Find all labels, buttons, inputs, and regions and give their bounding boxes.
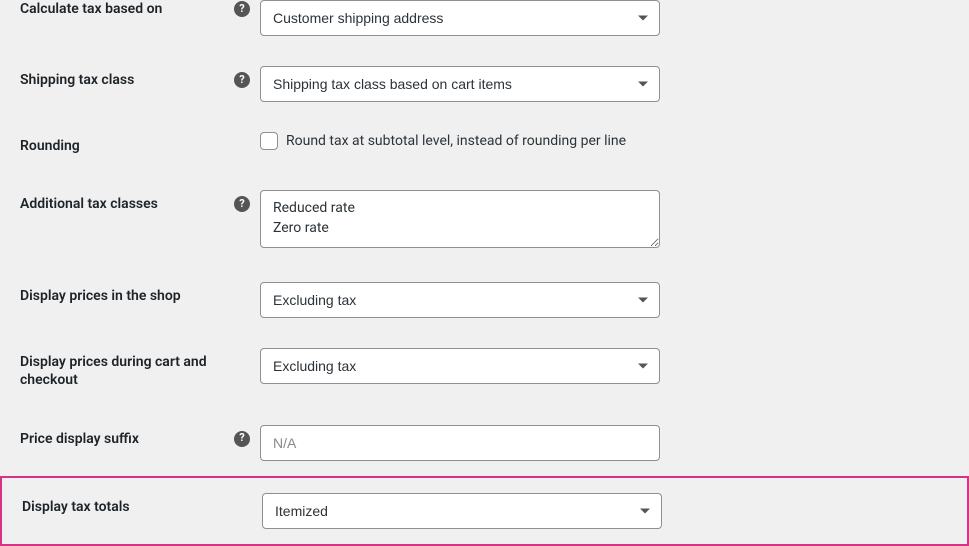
label-shipping-tax-class: Shipping tax class ? [20, 51, 260, 109]
row-rounding: Rounding Round tax at subtotal level, in… [0, 117, 969, 175]
display-totals-select[interactable]: Itemized [262, 493, 662, 529]
label-text: Additional tax classes [20, 195, 228, 213]
select-wrapper: Customer shipping address [260, 0, 660, 36]
row-calculate-basis: Calculate tax based on ? Customer shippi… [0, 0, 969, 51]
rounding-checkbox-label[interactable]: Round tax at subtotal level, instead of … [286, 133, 626, 149]
label-text: Display prices in the shop [20, 287, 250, 305]
label-price-suffix: Price display suffix ? [20, 410, 260, 468]
row-price-suffix: Price display suffix ? [0, 410, 969, 476]
label-display-shop: Display prices in the shop [20, 267, 260, 325]
input-cell-shipping-tax-class: Shipping tax class based on cart items [260, 51, 949, 117]
row-shipping-tax-class: Shipping tax class ? Shipping tax class … [0, 51, 969, 117]
label-rounding: Rounding [20, 117, 260, 175]
select-wrapper: Excluding tax [260, 348, 660, 384]
label-text: Display tax totals [22, 498, 252, 516]
checkbox-row: Round tax at subtotal level, instead of … [260, 132, 949, 150]
select-wrapper: Excluding tax [260, 282, 660, 318]
display-shop-select[interactable]: Excluding tax [260, 282, 660, 318]
input-cell-calculate-basis: Customer shipping address [260, 0, 949, 51]
input-cell-display-cart: Excluding tax [260, 333, 949, 399]
input-cell-price-suffix [260, 410, 949, 476]
highlight-box: Display tax totals Itemized [0, 476, 969, 546]
label-calculate-basis: Calculate tax based on ? [20, 0, 260, 38]
input-cell-additional-classes [260, 175, 949, 267]
shipping-tax-class-select[interactable]: Shipping tax class based on cart items [260, 66, 660, 102]
label-text: Shipping tax class [20, 71, 228, 89]
help-icon[interactable]: ? [234, 196, 250, 212]
label-text: Display prices during cart and checkout [20, 353, 250, 389]
display-cart-select[interactable]: Excluding tax [260, 348, 660, 384]
label-text: Rounding [20, 137, 250, 155]
label-text: Calculate tax based on [20, 0, 228, 18]
select-wrapper: Itemized [262, 493, 662, 529]
help-icon[interactable]: ? [234, 1, 250, 17]
label-additional-classes: Additional tax classes ? [20, 175, 260, 233]
select-wrapper: Shipping tax class based on cart items [260, 66, 660, 102]
price-suffix-input[interactable] [260, 425, 660, 461]
label-text: Price display suffix [20, 430, 228, 448]
row-display-shop: Display prices in the shop Excluding tax [0, 267, 969, 333]
help-icon[interactable]: ? [234, 431, 250, 447]
row-display-totals: Display tax totals Itemized [2, 478, 967, 544]
input-cell-rounding: Round tax at subtotal level, instead of … [260, 117, 949, 165]
label-display-totals: Display tax totals [22, 478, 262, 536]
input-cell-display-shop: Excluding tax [260, 267, 949, 333]
row-additional-classes: Additional tax classes ? [0, 175, 969, 267]
rounding-checkbox[interactable] [260, 132, 278, 150]
input-cell-display-totals: Itemized [262, 478, 947, 544]
row-display-cart: Display prices during cart and checkout … [0, 333, 969, 409]
additional-classes-textarea[interactable] [260, 190, 660, 248]
help-icon[interactable]: ? [234, 72, 250, 88]
tax-settings-form: Calculate tax based on ? Customer shippi… [0, 0, 969, 546]
label-display-cart: Display prices during cart and checkout [20, 333, 260, 409]
calculate-basis-select[interactable]: Customer shipping address [260, 0, 660, 36]
